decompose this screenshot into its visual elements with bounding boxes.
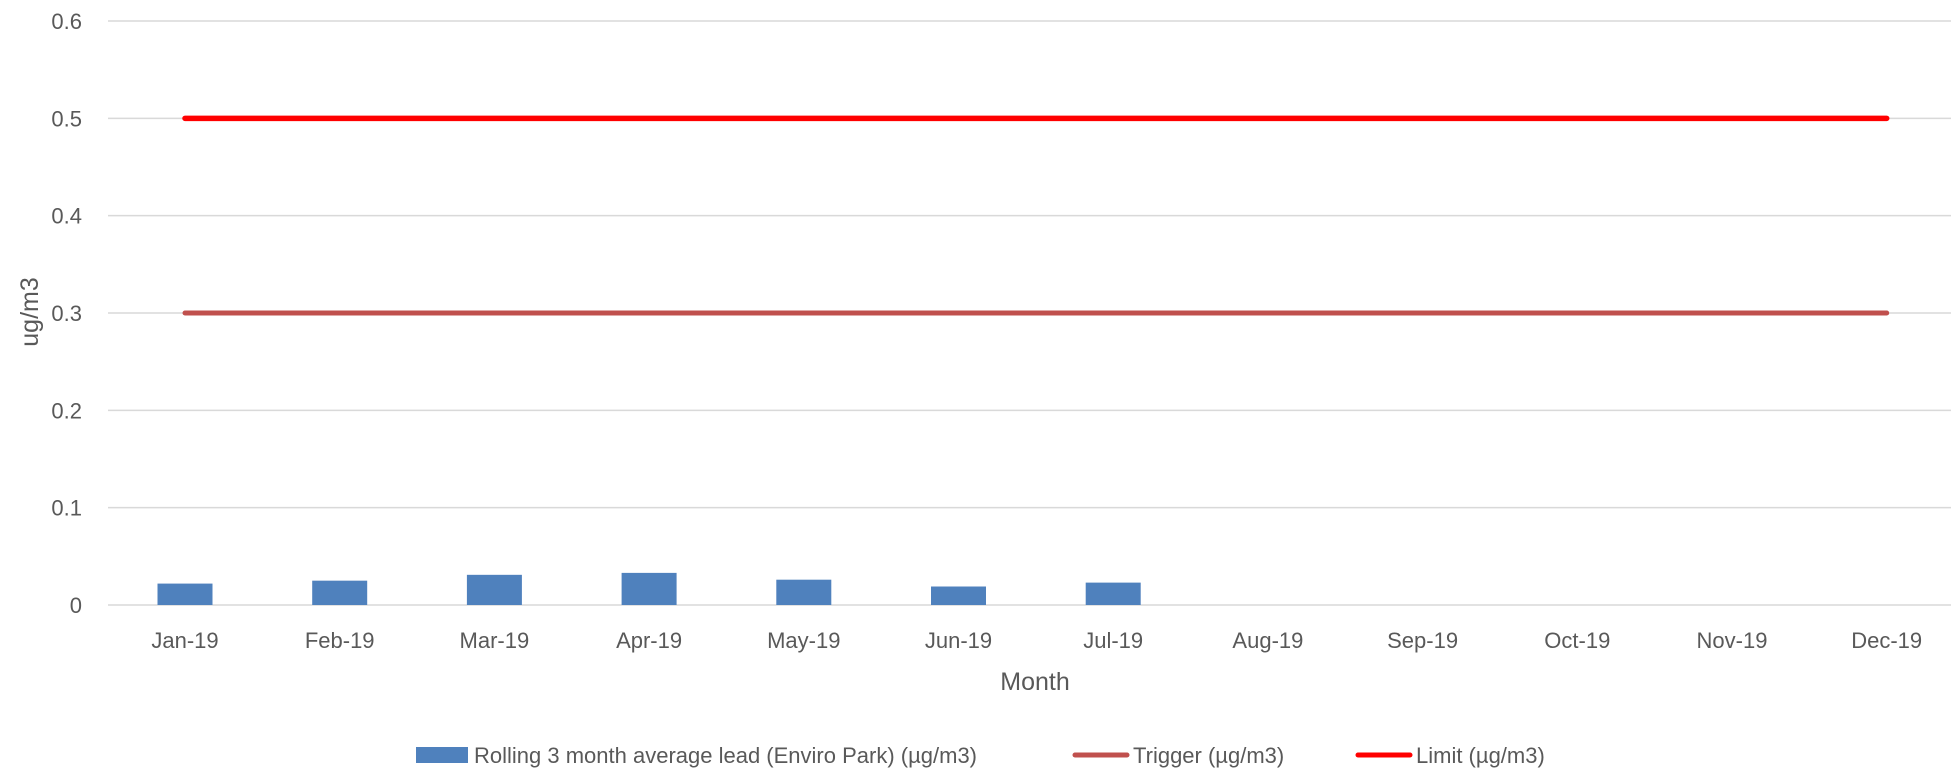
x-tick-label: Mar-19 bbox=[460, 628, 530, 653]
legend-label: Trigger (µg/m3) bbox=[1133, 743, 1284, 768]
bar bbox=[1085, 582, 1141, 605]
y-tick-label: 0.5 bbox=[51, 106, 82, 131]
bar bbox=[157, 583, 213, 605]
x-tick-label: Apr-19 bbox=[616, 628, 682, 653]
x-tick-label: Oct-19 bbox=[1544, 628, 1610, 653]
x-axis: Jan-19 Feb-19 Mar-19 Apr-19 May-19 Jun-19 Jul-… bbox=[151, 628, 1922, 653]
y-tick-label: 0 bbox=[70, 593, 82, 618]
x-tick-label: Jul-19 bbox=[1083, 628, 1143, 653]
legend-label: Limit (µg/m3) bbox=[1416, 743, 1545, 768]
x-axis-title: Month bbox=[1000, 668, 1069, 696]
x-tick-label: Nov-19 bbox=[1697, 628, 1768, 653]
line-series bbox=[182, 115, 1890, 316]
x-tick-label: Aug-19 bbox=[1232, 628, 1303, 653]
legend-swatch bbox=[416, 747, 468, 763]
y-axis-title: ug/m3 bbox=[16, 277, 44, 346]
x-tick-label: Jan-19 bbox=[151, 628, 218, 653]
y-tick-label: 0.2 bbox=[51, 398, 82, 423]
legend: Rolling 3 month average lead (Enviro Par… bbox=[416, 743, 1545, 768]
y-tick-label: 0.1 bbox=[51, 496, 82, 521]
x-tick-label: May-19 bbox=[767, 628, 840, 653]
x-tick-label: Dec-19 bbox=[1851, 628, 1922, 653]
x-tick-label: Sep-19 bbox=[1387, 628, 1458, 653]
y-tick-label: 0.3 bbox=[51, 301, 82, 326]
x-tick-label: Feb-19 bbox=[305, 628, 375, 653]
y-axis: 0 0.1 0.2 0.3 0.4 0.5 0.6 bbox=[51, 9, 82, 618]
legend-label: Rolling 3 month average lead (Enviro Par… bbox=[474, 743, 977, 768]
bar bbox=[312, 580, 368, 605]
bar-series bbox=[157, 572, 1141, 605]
y-tick-label: 0.6 bbox=[51, 9, 82, 34]
bar bbox=[621, 572, 677, 605]
y-tick-label: 0.4 bbox=[51, 204, 82, 229]
x-tick-label: Jun-19 bbox=[925, 628, 992, 653]
bar bbox=[931, 586, 986, 605]
bar bbox=[466, 574, 522, 605]
bar bbox=[776, 579, 832, 605]
